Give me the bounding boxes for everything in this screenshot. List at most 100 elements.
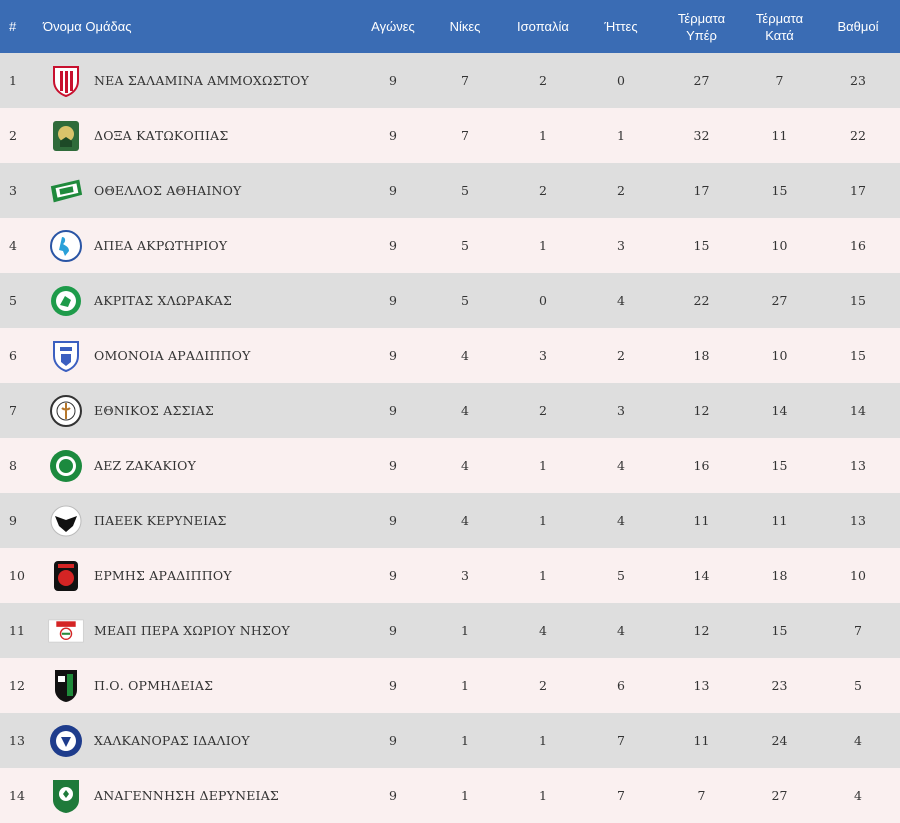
team-name: ΠΑΕΕΚ ΚΕΡΥΝΕΙΑΣ — [94, 513, 227, 528]
table-row[interactable]: 8 ΑΕΖ ΖΑΚΑΚΙΟΥ 9 4 1 4 16 15 13 — [0, 438, 900, 493]
losses-cell: 7 — [617, 788, 625, 803]
played-cell: 9 — [389, 513, 397, 528]
table-row[interactable]: 11 ΜΕΑΠ ΠΕΡΑ ΧΩΡΙΟΥ ΝΗΣΟΥ 9 1 4 4 12 15 7 — [0, 603, 900, 658]
team-cell: ΕΘΝΙΚΟΣ ΑΣΣΙΑΣ — [34, 383, 360, 438]
rank-cell: 1 — [9, 73, 17, 88]
played-cell: 9 — [389, 348, 397, 363]
team-name: ΟΜΟΝΟΙΑ ΑΡΑΔΙΠΠΟΥ — [94, 348, 251, 363]
points-cell: 14 — [850, 403, 866, 418]
points-cell: 7 — [854, 623, 862, 638]
rank-cell: 7 — [9, 403, 17, 418]
table-row[interactable]: 13 ΧΑΛΚΑΝΟΡΑΣ ΙΔΑΛΙΟΥ 9 1 1 7 11 24 4 — [0, 713, 900, 768]
team-link[interactable]: ΔΟΞΑ ΚΑΤΩΚΟΠΙΑΣ — [48, 118, 360, 154]
team-link[interactable]: ΟΜΟΝΟΙΑ ΑΡΑΔΙΠΠΟΥ — [48, 338, 360, 374]
rank-header[interactable]: # — [9, 19, 17, 34]
played-cell: 9 — [389, 403, 397, 418]
table-row[interactable]: 4 ΑΠΕΑ ΑΚΡΩΤΗΡΙΟΥ 9 5 1 3 15 10 16 — [0, 218, 900, 273]
draws-cell: 2 — [539, 678, 547, 693]
rank-cell: 12 — [9, 678, 25, 693]
table-row[interactable]: 5 ΑΚΡΙΤΑΣ ΧΛΩΡΑΚΑΣ 9 5 0 4 22 27 15 — [0, 273, 900, 328]
goals-against-cell: 10 — [771, 238, 788, 253]
team-cell: Π.Ο. ΟΡΜΗΔΕΙΑΣ — [34, 658, 360, 713]
table-row[interactable]: 7 ΕΘΝΙΚΟΣ ΑΣΣΙΑΣ 9 4 2 3 12 14 14 — [0, 383, 900, 438]
goals-against-cell: 27 — [771, 788, 788, 803]
table-row[interactable]: 9 ΠΑΕΕΚ ΚΕΡΥΝΕΙΑΣ 9 4 1 4 11 11 13 — [0, 493, 900, 548]
points-header[interactable]: Βαθμοί — [837, 19, 879, 34]
losses-header[interactable]: Ήττες — [604, 19, 638, 34]
played-cell: 9 — [389, 678, 397, 693]
goals-against-cell: 23 — [771, 678, 788, 693]
table-row[interactable]: 1 ΝΕΑ ΣΑΛΑΜΙΝΑ ΑΜΜΟΧΩΣΤΟΥ 9 7 2 0 27 7 23 — [0, 53, 900, 108]
points-cell: 17 — [850, 183, 866, 198]
losses-cell: 3 — [617, 403, 625, 418]
anagennisi-deryneias-logo — [48, 778, 84, 814]
points-cell: 10 — [850, 568, 866, 583]
team-name-header[interactable]: Όνομα Ομάδας — [43, 19, 132, 34]
table-row[interactable]: 12 Π.Ο. ΟΡΜΗΔΕΙΑΣ 9 1 2 6 13 23 5 — [0, 658, 900, 713]
goals-against-cell: 10 — [771, 348, 788, 363]
team-cell: ΔΟΞΑ ΚΑΤΩΚΟΠΙΑΣ — [34, 108, 360, 163]
goals-for-cell: 11 — [693, 733, 710, 748]
table-row[interactable]: 6 ΟΜΟΝΟΙΑ ΑΡΑΔΙΠΠΟΥ 9 4 3 2 18 10 15 — [0, 328, 900, 383]
goals-for-header[interactable]: Τέρματα Υπέρ — [660, 0, 743, 53]
goals-against-cell: 11 — [771, 513, 788, 528]
team-name: Π.Ο. ΟΡΜΗΔΕΙΑΣ — [94, 678, 214, 693]
played-header[interactable]: Αγώνες — [371, 19, 415, 34]
played-cell: 9 — [389, 238, 397, 253]
team-link[interactable]: ΟΘΕΛΛΟΣ ΑΘΗΑΙΝΟΥ — [48, 173, 360, 209]
points-cell: 16 — [850, 238, 866, 253]
wins-cell: 7 — [461, 128, 469, 143]
rank-cell: 3 — [9, 183, 17, 198]
draws-cell: 3 — [539, 348, 547, 363]
team-cell: ΑΚΡΙΤΑΣ ΧΛΩΡΑΚΑΣ — [34, 273, 360, 328]
team-link[interactable]: ΠΑΕΕΚ ΚΕΡΥΝΕΙΑΣ — [48, 503, 360, 539]
team-link[interactable]: ΑΚΡΙΤΑΣ ΧΛΩΡΑΚΑΣ — [48, 283, 360, 319]
team-link[interactable]: ΧΑΛΚΑΝΟΡΑΣ ΙΔΑΛΙΟΥ — [48, 723, 360, 759]
draws-cell: 1 — [539, 238, 547, 253]
akritas-chlorakas-logo — [48, 283, 84, 319]
ermis-aradippou-logo — [48, 558, 84, 594]
team-name: ΑΠΕΑ ΑΚΡΩΤΗΡΙΟΥ — [94, 238, 228, 253]
rank-cell: 2 — [9, 128, 17, 143]
team-link[interactable]: ΜΕΑΠ ΠΕΡΑ ΧΩΡΙΟΥ ΝΗΣΟΥ — [48, 613, 360, 649]
wins-header[interactable]: Νίκες — [449, 19, 481, 34]
wins-cell: 4 — [461, 403, 469, 418]
table-row[interactable]: 3 ΟΘΕΛΛΟΣ ΑΘΗΑΙΝΟΥ 9 5 2 2 17 15 17 — [0, 163, 900, 218]
doxa-katokopias-logo — [48, 118, 84, 154]
team-name: ΝΕΑ ΣΑΛΑΜΙΝΑ ΑΜΜΟΧΩΣΤΟΥ — [94, 73, 310, 88]
losses-cell: 2 — [617, 183, 625, 198]
goals-for-cell: 16 — [693, 458, 710, 473]
losses-cell: 7 — [617, 733, 625, 748]
played-cell: 9 — [389, 568, 397, 583]
team-link[interactable]: ΝΕΑ ΣΑΛΑΜΙΝΑ ΑΜΜΟΧΩΣΤΟΥ — [48, 63, 360, 99]
played-cell: 9 — [389, 293, 397, 308]
aez-zakakiou-logo — [48, 448, 84, 484]
team-link[interactable]: ΕΡΜΗΣ ΑΡΑΔΙΠΠΟΥ — [48, 558, 360, 594]
draws-header[interactable]: Ισοπαλία — [517, 19, 569, 34]
goals-for-header-line2: Υπέρ — [686, 27, 717, 43]
played-cell: 9 — [389, 788, 397, 803]
team-link[interactable]: Π.Ο. ΟΡΜΗΔΕΙΑΣ — [48, 668, 360, 704]
goals-against-cell: 11 — [771, 128, 788, 143]
goals-for-cell: 13 — [693, 678, 710, 693]
team-link[interactable]: ΑΕΖ ΖΑΚΑΚΙΟΥ — [48, 448, 360, 484]
table-row[interactable]: 10 ΕΡΜΗΣ ΑΡΑΔΙΠΠΟΥ 9 3 1 5 14 18 10 — [0, 548, 900, 603]
draws-cell: 1 — [539, 568, 547, 583]
chalkanoras-idaliou-logo — [48, 723, 84, 759]
goals-against-header[interactable]: Τέρματα Κατά — [743, 0, 816, 53]
played-cell: 9 — [389, 183, 397, 198]
table-row[interactable]: 14 ΑΝΑΓΕΝΝΗΣΗ ΔΕΡΥΝΕΙΑΣ 9 1 1 7 7 27 4 — [0, 768, 900, 823]
table-row[interactable]: 2 ΔΟΞΑ ΚΑΤΩΚΟΠΙΑΣ 9 7 1 1 32 11 22 — [0, 108, 900, 163]
team-cell: ΑΕΖ ΖΑΚΑΚΙΟΥ — [34, 438, 360, 493]
goals-for-cell: 14 — [693, 568, 710, 583]
goals-for-cell: 32 — [693, 128, 710, 143]
played-cell: 9 — [389, 733, 397, 748]
team-link[interactable]: ΑΠΕΑ ΑΚΡΩΤΗΡΙΟΥ — [48, 228, 360, 264]
goals-for-cell: 27 — [693, 73, 710, 88]
goals-against-cell: 27 — [771, 293, 788, 308]
team-link[interactable]: ΕΘΝΙΚΟΣ ΑΣΣΙΑΣ — [48, 393, 360, 429]
rank-cell: 13 — [9, 733, 25, 748]
team-link[interactable]: ΑΝΑΓΕΝΝΗΣΗ ΔΕΡΥΝΕΙΑΣ — [48, 778, 360, 814]
points-cell: 13 — [850, 513, 866, 528]
